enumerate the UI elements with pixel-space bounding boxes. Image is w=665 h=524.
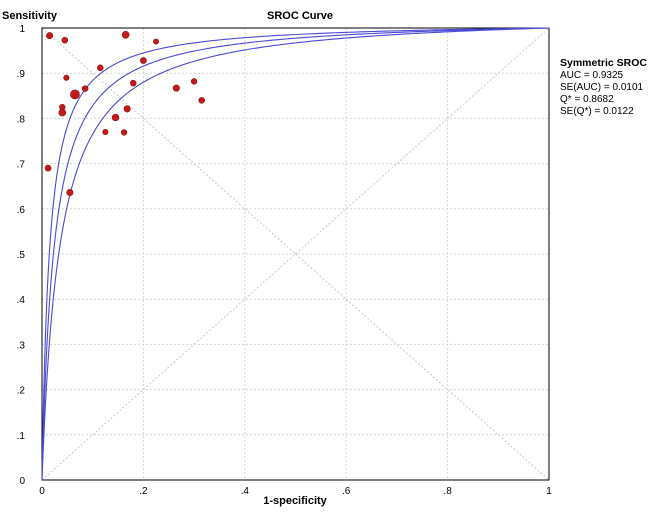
y-tick-label-6: .6 [17,205,26,216]
y-tick-label-7: .7 [17,160,26,171]
x-tick-label-0: 0 [39,486,45,497]
study-point-14 [58,108,67,117]
stats-auc: AUC = 0.9325 [560,70,624,81]
study-point-3 [153,38,160,45]
study-point-17 [102,128,109,135]
y-tick-label-9: .9 [17,69,26,80]
y-tick-label-0: 0 [19,476,25,487]
x-tick-label-4: .8 [443,486,452,497]
sroc-curve-main [41,27,550,480]
study-point-12 [198,97,205,104]
tick-labels: 0 .2 .4 .6 .8 1 0 .1 .2 .3 .4 .5 .6 .7 .8 .9 1 [17,24,553,497]
stats-se-auc: SE(AUC) = 0.0101 [560,82,644,93]
y-tick-label-8: .8 [17,114,26,125]
y-axis-label: Sensitivity [2,10,58,22]
stats-legend: Symmetric SROC AUC = 0.9325 SE(AUC) = 0.… [560,57,647,117]
plot-frame [41,27,550,481]
study-point-10 [172,84,180,92]
x-axis-label: 1-specificity [263,495,327,507]
study-point-11 [70,89,80,100]
study-point-4 [140,57,147,64]
y-tick-label-10: 1 [19,24,25,35]
x-tick-label-5: 1 [546,486,552,497]
study-point-8 [190,78,198,85]
study-point-7 [130,79,137,87]
y-tick-label-3: .3 [17,340,26,351]
x-tick-label-2: .4 [241,486,250,497]
chance-line [41,27,550,481]
study-point-20 [66,189,74,197]
study-point-16 [111,113,120,122]
study-point-6 [63,74,70,81]
study-point-5 [97,64,104,72]
study-point-18 [120,129,128,136]
y-tick-label-5: .5 [17,250,26,261]
study-points [44,30,205,197]
sroc-curve-upper [41,27,550,480]
stats-heading: Symmetric SROC [560,57,647,69]
study-point-19 [44,164,52,172]
grid-lines [42,28,549,480]
q-star-line [41,27,550,481]
study-point-9 [81,85,89,92]
study-point-0 [46,32,54,40]
sroc-curves [41,27,550,480]
stats-q-star: Q* = 0.8682 [560,94,614,105]
x-tick-label-1: .2 [139,486,148,497]
study-point-15 [123,105,131,113]
study-point-1 [61,36,69,44]
y-tick-label-1: .1 [17,431,26,442]
y-tick-label-2: .2 [17,386,26,397]
stats-se-q-star: SE(Q*) = 0.0122 [560,106,634,117]
y-tick-label-4: .4 [17,295,26,306]
sroc-curve-lower [41,27,550,480]
chart-title: SROC Curve [267,10,333,22]
diagonal-reference-lines [41,27,550,481]
x-tick-label-3: .6 [342,486,351,497]
study-point-2 [121,30,130,39]
